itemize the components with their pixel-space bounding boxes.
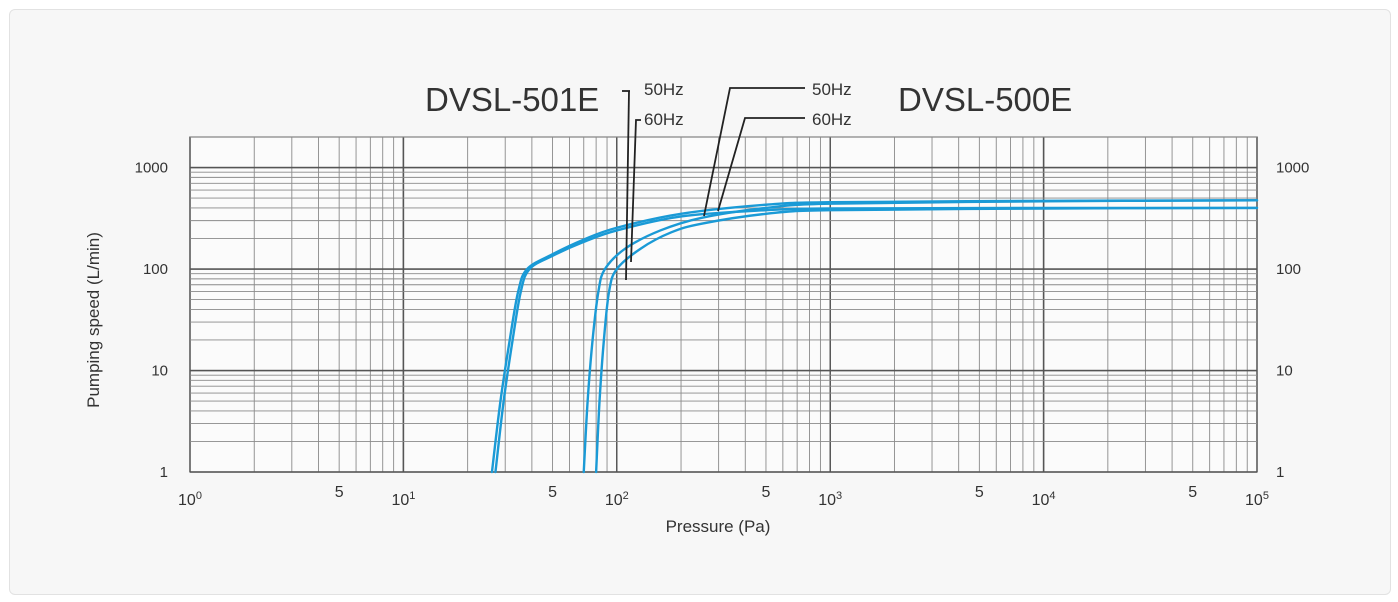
x-tick-label: 5 — [975, 484, 984, 501]
labels: 100 5 101 5 102 5 103 5 104 5 105 1 1 10 10 100 100 1000 1… — [84, 80, 1309, 536]
leader-line — [625, 90, 630, 281]
x-tick-label: 105 — [1245, 490, 1269, 509]
leader-lines — [622, 87, 805, 281]
x-tick-label: 102 — [605, 490, 629, 509]
x-tick-label: 5 — [1188, 484, 1197, 501]
y-tick-label-right: 1000 — [1276, 160, 1309, 177]
y-tick-label-left: 100 — [143, 261, 168, 278]
freq-label-501e-50hz: 50Hz — [644, 80, 684, 99]
model-label-501e: DVSL-501E — [425, 81, 599, 118]
y-axis-title: Pumping speed (L/min) — [84, 232, 103, 408]
curves — [490, 199, 1259, 474]
freq-label-500e-60hz: 60Hz — [812, 110, 852, 129]
leader-line — [630, 119, 641, 263]
freq-label-501e-60hz: 60Hz — [644, 110, 684, 129]
y-tick-label-right: 10 — [1276, 363, 1293, 380]
y-tick-label-right: 1 — [1276, 464, 1284, 481]
plot-area — [189, 136, 1258, 473]
x-tick-label: 101 — [391, 490, 415, 509]
leader-line — [717, 117, 805, 212]
x-tick-label: 104 — [1032, 490, 1056, 509]
y-tick-label-right: 100 — [1276, 261, 1301, 278]
x-tick-label: 5 — [335, 484, 344, 501]
y-tick-label-left: 10 — [151, 363, 168, 380]
x-tick-label: 103 — [818, 490, 842, 509]
x-tick-label: 5 — [762, 484, 771, 501]
grid — [189, 136, 1258, 473]
series-line — [594, 206, 1259, 474]
model-label-500e: DVSL-500E — [898, 81, 1072, 118]
x-tick-label: 5 — [548, 484, 557, 501]
x-axis-title: Pressure (Pa) — [666, 517, 771, 536]
freq-label-500e-50hz: 50Hz — [812, 80, 852, 99]
y-tick-label-left: 1000 — [135, 160, 168, 177]
leader-line — [703, 87, 805, 217]
series-line — [582, 199, 1259, 474]
x-tick-label: 100 — [178, 490, 202, 509]
y-tick-label-left: 1 — [160, 464, 168, 481]
